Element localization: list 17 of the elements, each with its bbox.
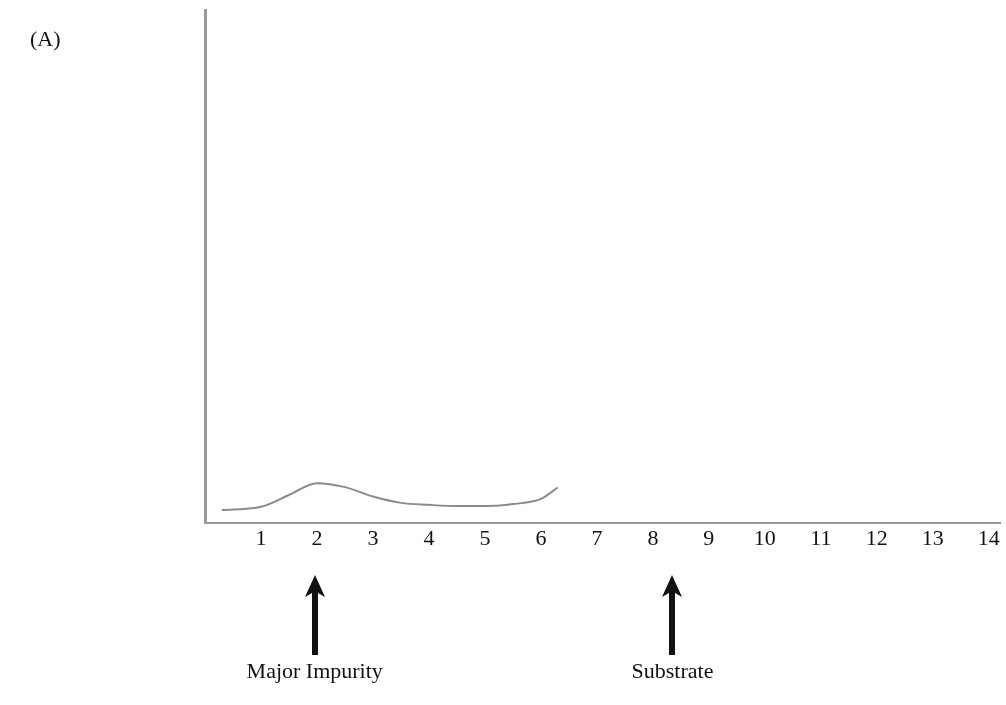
x-tick-label: 3 [367,524,379,550]
x-tick-label: 8 [647,524,659,550]
x-tick-label: 13 [921,524,944,550]
x-tick-label: 5 [479,524,491,550]
x-tick-label: 11 [810,524,832,550]
text: Major Impurity [246,658,383,684]
x-tick-label: 14 [977,524,1000,550]
text: (A) [30,25,61,51]
x-tick-label: 7 [591,524,603,550]
x-tick-label: 6 [535,524,547,550]
x-tick-label: 10 [753,524,776,550]
x-tick-label: 1 [255,524,267,550]
text: Substrate [631,658,714,684]
x-tick-label: 2 [311,524,323,550]
x-tick-label: 12 [865,524,888,550]
x-tick-label: 9 [703,524,715,550]
x-tick-label: 4 [423,524,435,550]
